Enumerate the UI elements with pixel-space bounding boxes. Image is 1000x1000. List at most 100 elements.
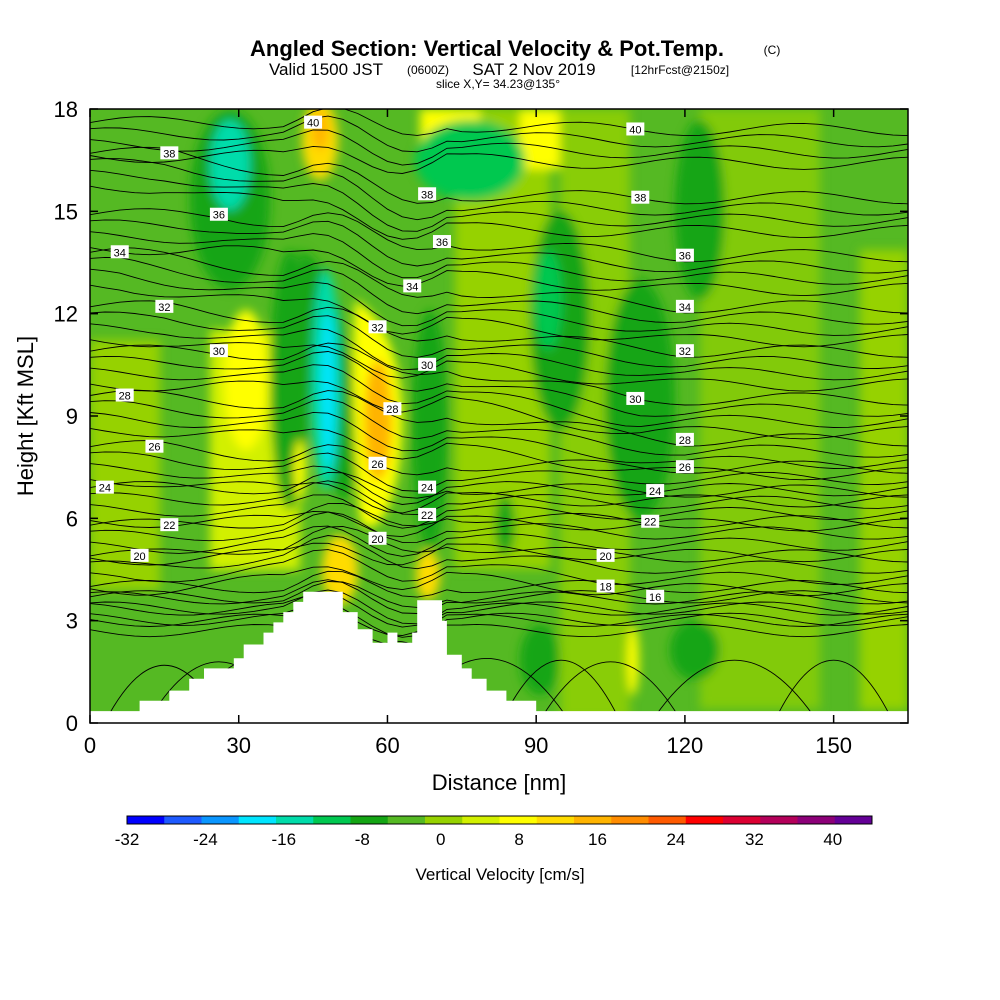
colorbar-swatch (685, 816, 724, 824)
isentrope-line (90, 494, 908, 529)
contour-label-box (626, 122, 645, 136)
colorbar-swatch (648, 816, 687, 824)
isentrope-line (90, 471, 908, 499)
colorbar-swatch (723, 816, 761, 824)
contour-label-text: 34 (679, 302, 691, 314)
contour-label-text: 24 (649, 486, 661, 498)
y-tick-label: 18 (54, 97, 78, 122)
isentrope-line (650, 659, 819, 723)
isentrope-line (90, 609, 908, 636)
field-blob (627, 625, 639, 695)
colorbar-swatch (313, 816, 351, 824)
isentrope-line (90, 510, 908, 538)
contour-label-box (631, 190, 650, 204)
contour-label: 40 (626, 122, 645, 136)
chart-title: Angled Section: Vertical Velocity & Pot.… (250, 36, 724, 61)
contour-label: 36 (675, 248, 694, 263)
contour-label-box (626, 391, 645, 405)
contour-label-text: 36 (213, 210, 225, 222)
contour-label: 22 (160, 518, 179, 532)
contour-label: 34 (403, 279, 422, 293)
contour-label: 30 (209, 344, 228, 358)
contour-label-box (418, 507, 437, 521)
field-blob (534, 250, 562, 350)
field-blob (670, 620, 720, 680)
isentrope-line (90, 566, 908, 597)
contour-label-box (368, 531, 387, 545)
contour-label: 28 (675, 432, 694, 447)
subtitle-valid-time: Valid 1500 JST (269, 60, 383, 79)
isentrope-line (90, 380, 908, 440)
colorbar-swatch (499, 816, 538, 824)
contour-label-text: 30 (629, 394, 641, 406)
contour-label: 16 (646, 589, 665, 604)
colorbar-swatch (574, 816, 612, 824)
contour-label: 28 (383, 402, 402, 416)
contour-label-text: 16 (649, 592, 661, 604)
colorbar-swatch (462, 816, 500, 824)
contour-label: 24 (646, 484, 665, 498)
field-blob (210, 120, 250, 210)
contour-label-box (675, 299, 694, 313)
contour-label: 24 (418, 480, 437, 495)
contour-label-text: 40 (629, 124, 641, 136)
colorbar-tick-label: 32 (745, 830, 764, 849)
isentrope-line (90, 589, 908, 625)
isentrope-line (90, 169, 908, 232)
contour-label: 34 (110, 245, 129, 259)
colorbar-swatch (760, 816, 798, 824)
contour-label-box (160, 518, 179, 532)
contour-label: 32 (675, 344, 694, 358)
field-blob (415, 120, 525, 200)
colorbar-tick-label: 16 (588, 830, 607, 849)
colorbar-tick-label: 24 (666, 830, 685, 849)
isentrope-line (90, 463, 908, 505)
contour-label-box (675, 248, 694, 262)
isentrope-line (90, 579, 908, 614)
contour-label-text: 28 (679, 435, 691, 447)
contour-label-box (368, 456, 387, 470)
isentrope-line (90, 581, 908, 608)
contour-label-text: 20 (599, 551, 611, 563)
isentrope-line (90, 542, 908, 566)
contour-label: 36 (209, 207, 228, 222)
isentrope-line (90, 146, 908, 205)
contour-label: 20 (130, 548, 149, 563)
x-axis-label: Distance [nm] (432, 770, 567, 795)
contour-label-box (383, 402, 402, 416)
contour-label-text: 38 (634, 193, 646, 205)
colorbar-swatch (536, 816, 575, 824)
isentrope-line (90, 535, 908, 574)
contour-label-box (646, 484, 665, 498)
contour-label: 22 (418, 507, 437, 522)
contour-label: 28 (115, 388, 134, 403)
contour-label-text: 30 (213, 346, 225, 358)
isentrope-line (90, 245, 908, 297)
x-axis: 0 30 60 90 120 150 (84, 109, 852, 758)
contour-label: 22 (641, 514, 660, 529)
velocity-field: 40 40 38 38 38 36 36 36 34 34 34 32 32 32 30 30 30 28 28 28… (90, 109, 908, 723)
y-tick-label: 0 (66, 711, 78, 736)
isentrope-line (90, 364, 908, 428)
isentrope-line (90, 129, 908, 166)
contour-label: 24 (95, 480, 114, 495)
colorbar-swatch (611, 816, 649, 824)
isentrope-line (90, 256, 908, 325)
terrain-mask (90, 591, 908, 723)
contour-label-text: 22 (421, 510, 433, 522)
contour-label: 20 (596, 548, 615, 563)
isentrope-line (90, 526, 908, 563)
colorbar-tick-label: -32 (115, 830, 140, 849)
isentrope-line (90, 115, 908, 153)
colorbar-swatch (164, 816, 202, 824)
isentrope-line (90, 219, 908, 274)
contour-label-text: 38 (421, 189, 433, 201)
y-tick-label: 12 (54, 302, 78, 327)
isentrope-line (90, 603, 908, 638)
isentrope-line (90, 480, 908, 516)
colorbar-swatch (797, 816, 836, 824)
contour-label: 36 (432, 235, 451, 249)
contour-label-box (418, 187, 437, 201)
colorbar-tick-label: 8 (514, 830, 523, 849)
